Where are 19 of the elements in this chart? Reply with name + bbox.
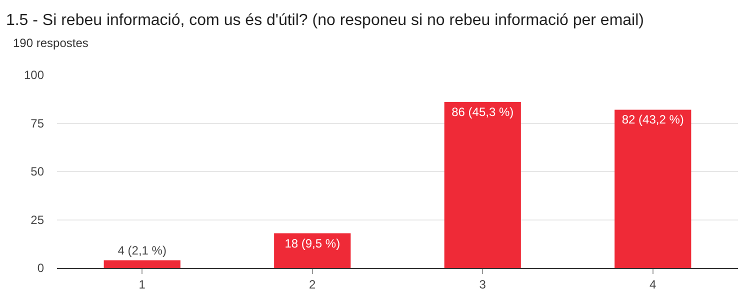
bar <box>104 260 180 268</box>
y-tick-label: 100 <box>24 68 44 82</box>
data-label: 86 (45,3 %) <box>452 105 514 120</box>
bar <box>614 110 692 268</box>
y-tick-label: 75 <box>30 116 44 130</box>
y-tick-label: 50 <box>30 164 44 179</box>
x-tick-label: 1 <box>138 277 146 292</box>
bar <box>444 102 521 268</box>
y-tick-label: 0 <box>37 261 44 276</box>
chart-title: 1.5 - Si rebeu informació, com us és d'útil? (no responeu si no rebeu informació per email) <box>6 12 644 30</box>
y-tick-label: 25 <box>30 212 44 227</box>
x-tick-label: 2 <box>309 277 316 292</box>
bar <box>274 233 351 268</box>
chart-subtitle: 190 respostes <box>13 36 88 50</box>
data-label: 82 (43,2 %) <box>622 112 684 127</box>
x-tick-label: 3 <box>479 277 486 292</box>
data-label: 18 (9,5 %) <box>284 236 340 250</box>
x-tick-label: 4 <box>650 277 657 292</box>
data-label: 4 (2,1 %) <box>118 243 166 258</box>
